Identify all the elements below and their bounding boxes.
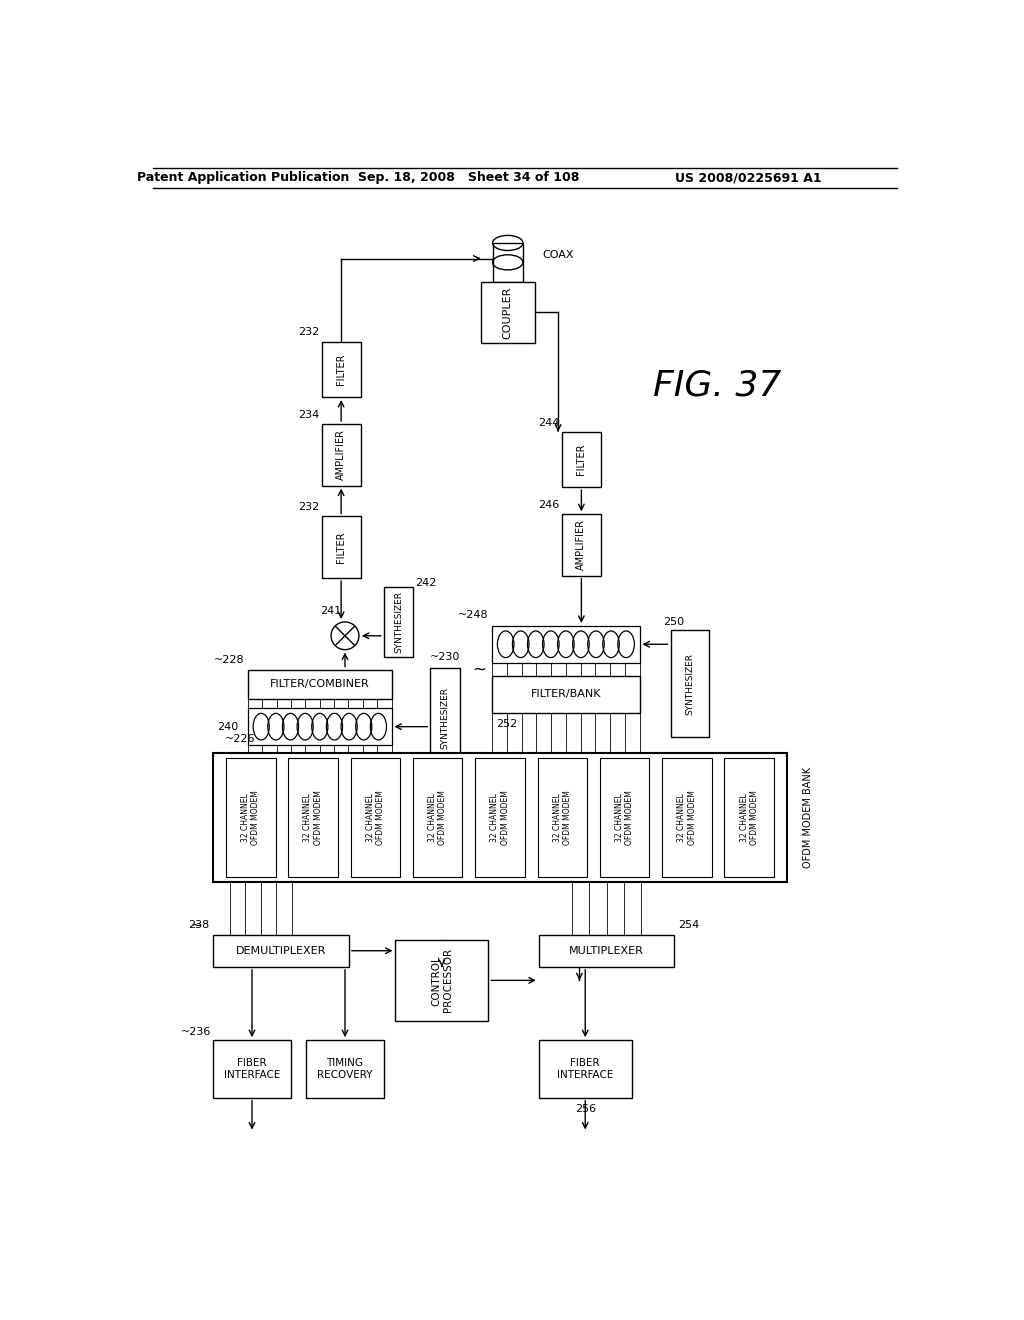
Text: CONTROL
PROCESSOR: CONTROL PROCESSOR [431, 948, 453, 1012]
Bar [213, 935, 349, 966]
Bar [322, 516, 360, 578]
Text: 32 CHANNEL
OFDM MODEM: 32 CHANNEL OFDM MODEM [677, 791, 696, 845]
Bar [562, 432, 601, 487]
Text: TIMING
RECOVERY: TIMING RECOVERY [317, 1059, 373, 1080]
Bar [384, 587, 414, 656]
Bar [600, 758, 649, 876]
Text: 32 CHANNEL
OFDM MODEM: 32 CHANNEL OFDM MODEM [241, 791, 260, 845]
Bar [248, 669, 391, 700]
Text: ~226: ~226 [225, 734, 255, 744]
Text: 252: 252 [496, 718, 517, 729]
Text: 232: 232 [298, 327, 319, 338]
Text: COAX: COAX [543, 249, 574, 260]
Bar [663, 758, 712, 876]
Text: ~: ~ [472, 661, 486, 678]
Bar [538, 758, 587, 876]
Bar [248, 708, 391, 744]
Text: 32 CHANNEL
OFDM MODEM: 32 CHANNEL OFDM MODEM [553, 791, 572, 845]
Bar [539, 935, 675, 966]
Text: 32 CHANNEL
OFDM MODEM: 32 CHANNEL OFDM MODEM [303, 791, 323, 845]
Text: 32 CHANNEL
OFDM MODEM: 32 CHANNEL OFDM MODEM [739, 791, 759, 845]
Text: AMPLIFIER: AMPLIFIER [577, 520, 587, 570]
Text: 238: 238 [188, 920, 209, 931]
Text: MULTIPLEXER: MULTIPLEXER [569, 945, 644, 956]
Text: 250: 250 [663, 616, 684, 627]
Bar [430, 668, 460, 768]
Bar [350, 758, 400, 876]
Bar [322, 424, 360, 486]
Bar [213, 1040, 291, 1098]
Bar [562, 513, 601, 576]
Bar [226, 758, 275, 876]
Text: 32 CHANNEL
OFDM MODEM: 32 CHANNEL OFDM MODEM [428, 791, 447, 845]
Text: US 2008/0225691 A1: US 2008/0225691 A1 [675, 172, 821, 185]
Text: 256: 256 [574, 1104, 596, 1114]
Text: SYNTHESIZER: SYNTHESIZER [394, 591, 403, 653]
Text: FILTER: FILTER [336, 354, 346, 385]
Bar [493, 243, 523, 281]
Bar [289, 758, 338, 876]
Bar [480, 281, 535, 343]
Bar [493, 676, 640, 713]
Text: AMPLIFIER: AMPLIFIER [336, 429, 346, 480]
Text: 254: 254 [678, 920, 699, 931]
Text: 240: 240 [217, 722, 239, 731]
Text: COUPLER: COUPLER [503, 286, 513, 339]
Text: DEMULTIPLEXER: DEMULTIPLEXER [236, 945, 327, 956]
Text: 232: 232 [298, 502, 319, 512]
Text: ~236: ~236 [180, 1027, 211, 1038]
Text: OFDM MODEM BANK: OFDM MODEM BANK [804, 767, 813, 869]
Text: 32 CHANNEL
OFDM MODEM: 32 CHANNEL OFDM MODEM [615, 791, 634, 845]
Text: 32 CHANNEL
OFDM MODEM: 32 CHANNEL OFDM MODEM [490, 791, 510, 845]
Bar [724, 758, 774, 876]
Bar [475, 758, 524, 876]
Bar [493, 626, 640, 663]
Text: 242: 242 [416, 578, 437, 589]
Text: FIG. 37: FIG. 37 [653, 368, 781, 403]
Text: ~230: ~230 [430, 652, 460, 663]
Text: SYNTHESIZER: SYNTHESIZER [440, 688, 450, 750]
Bar [306, 1040, 384, 1098]
Text: FILTER/COMBINER: FILTER/COMBINER [270, 680, 370, 689]
Text: ~228: ~228 [214, 656, 245, 665]
Text: FILTER/BANK: FILTER/BANK [530, 689, 601, 700]
Bar [322, 342, 360, 397]
Text: FILTER: FILTER [577, 444, 587, 475]
Bar [213, 752, 786, 882]
Bar [539, 1040, 632, 1098]
Text: 241: 241 [319, 606, 341, 616]
Text: FIBER
INTERFACE: FIBER INTERFACE [557, 1059, 613, 1080]
Text: FILTER: FILTER [336, 532, 346, 564]
Text: ~248: ~248 [458, 610, 488, 620]
Text: 32 CHANNEL
OFDM MODEM: 32 CHANNEL OFDM MODEM [366, 791, 385, 845]
Bar [395, 940, 488, 1020]
Text: ~: ~ [190, 919, 203, 932]
Text: 246: 246 [539, 500, 560, 510]
Text: 234: 234 [298, 409, 319, 420]
Bar [671, 630, 710, 738]
Text: FIBER
INTERFACE: FIBER INTERFACE [224, 1059, 281, 1080]
Text: Sep. 18, 2008   Sheet 34 of 108: Sep. 18, 2008 Sheet 34 of 108 [358, 172, 580, 185]
Bar [413, 758, 463, 876]
Text: Patent Application Publication: Patent Application Publication [136, 172, 349, 185]
Text: SYNTHESIZER: SYNTHESIZER [685, 652, 694, 714]
Text: 244: 244 [539, 417, 560, 428]
